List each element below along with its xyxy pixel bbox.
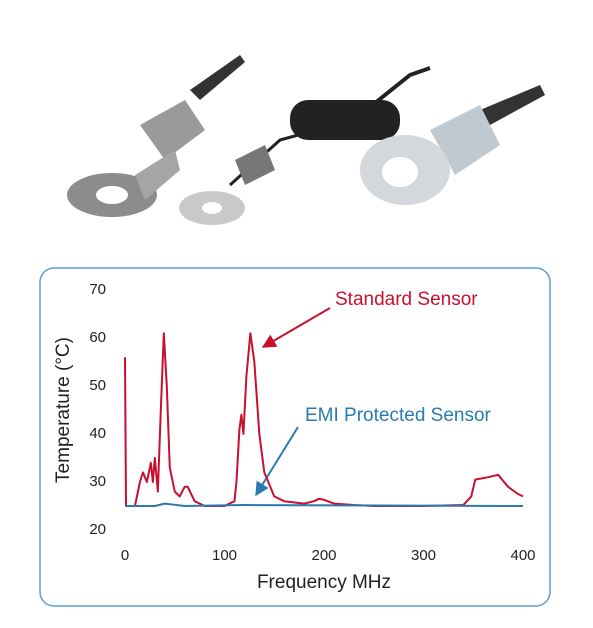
y-axis-label: Temperature (°C): [53, 337, 74, 483]
annotation: EMI Protected Sensor: [305, 405, 492, 426]
y-tick-label: 70: [89, 281, 106, 298]
x-tick-label: 100: [212, 547, 237, 564]
x-tick-label: 300: [411, 547, 436, 564]
arrow: [261, 307, 331, 348]
chart-frame: [39, 267, 551, 607]
arrow: [255, 426, 299, 497]
y-tick-label: 50: [89, 377, 106, 394]
series-line: [125, 502, 524, 507]
sensor-photo: [67, 55, 545, 225]
y-tick-label: 30: [89, 473, 106, 490]
x-axis-label: Frequency MHz: [257, 572, 391, 593]
x-tick-label: 200: [311, 547, 336, 564]
x-tick-label: 0: [121, 547, 129, 564]
y-tick-label: 60: [89, 329, 106, 346]
x-tick-label: 400: [510, 547, 535, 564]
annotation: Standard Sensor: [335, 289, 478, 310]
y-tick-label: 40: [89, 425, 106, 442]
y-tick-label: 20: [89, 521, 106, 538]
